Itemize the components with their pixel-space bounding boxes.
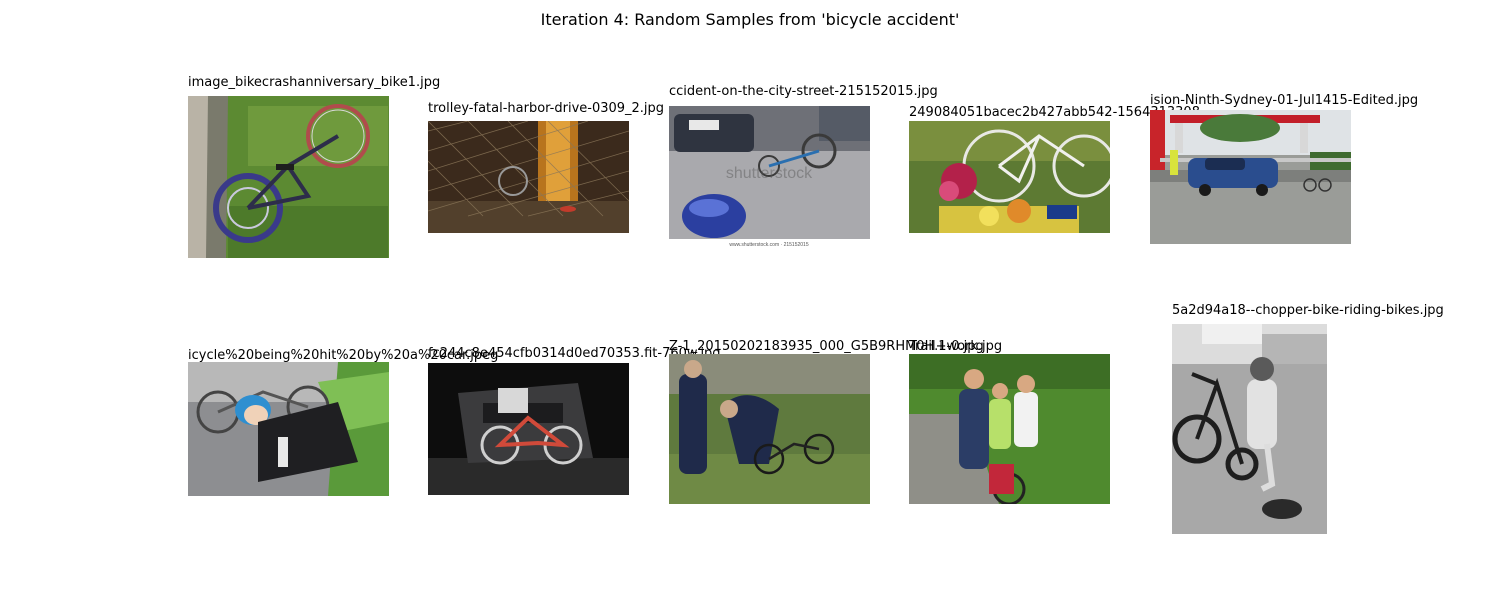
watermark: shutterstock: [726, 165, 813, 182]
sample-image: [669, 354, 870, 504]
sample-image: [188, 96, 389, 258]
sample-image: [428, 121, 629, 233]
sample-caption: 249084051bacec2b427abb542-1564313308: [909, 105, 1200, 120]
sample-image: shutterstock www.shutterstock.com · 2151…: [669, 106, 870, 248]
sample-caption: ccident-on-the-city-street-215152015.jpg: [669, 84, 938, 99]
sample-caption: Trail+work.jpg: [909, 339, 1003, 354]
figure-title: Iteration 4: Random Samples from 'bicycl…: [540, 10, 960, 29]
sample-image: [1150, 110, 1351, 244]
sample-caption: 5a2d94a18--chopper-bike-riding-bikes.jpg: [1172, 303, 1444, 318]
sample-image: [1172, 324, 1327, 534]
sample-image: [909, 121, 1110, 233]
sample-image: [188, 362, 389, 496]
sample-caption: fc244c8e454cfb0314d0ed70353.fit-760w.jpg: [428, 346, 721, 361]
sample-caption: icycle%20being%20hit%20by%20a%20car.jpeg: [188, 348, 499, 363]
sample-caption: trolley-fatal-harbor-drive-0309_2.jpg: [428, 101, 665, 116]
sample-image: [428, 363, 629, 495]
sample-caption: ision-Ninth-Sydney-01-Jul1415-Edited.jpg: [1150, 93, 1419, 108]
sample-image: [909, 354, 1110, 504]
sample-caption: image_bikecrashanniversary_bike1.jpg: [188, 75, 441, 90]
sample-caption: Z-1_20150202183935_000_G5B9RHM0H.1-0.jpg: [669, 339, 984, 354]
image-footer: www.shutterstock.com · 215152015: [729, 242, 808, 248]
